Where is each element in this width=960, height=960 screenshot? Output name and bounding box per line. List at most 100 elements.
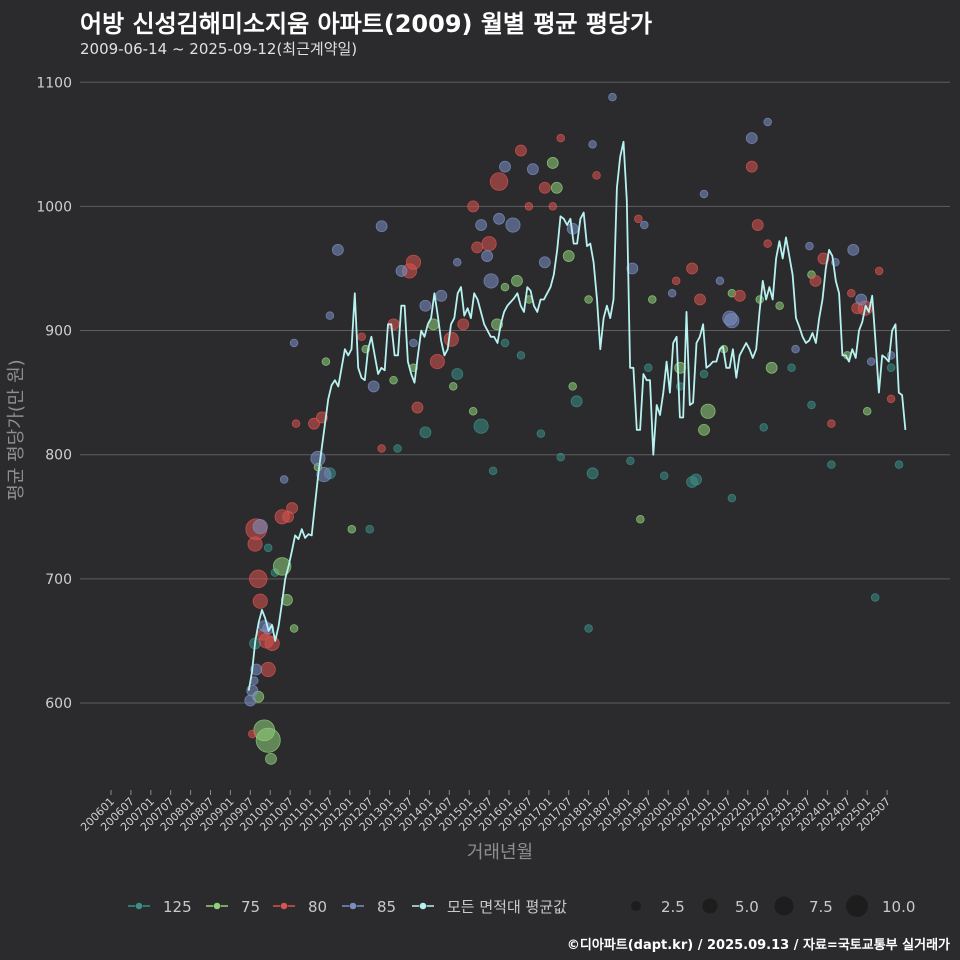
- data-point-80: [467, 200, 480, 213]
- data-point-80: [481, 236, 497, 252]
- data-point-80: [405, 254, 422, 270]
- data-point-80: [592, 171, 601, 180]
- data-point-80: [763, 239, 772, 248]
- data-point-80: [827, 419, 836, 428]
- data-point-80: [524, 202, 534, 211]
- data-point-80: [671, 276, 681, 286]
- legend-size-dot: [846, 895, 868, 917]
- data-point-85: [866, 357, 876, 366]
- legend-label: 85: [377, 898, 396, 916]
- source-footer: ©디아파트(dapt.kr) / 2025.09.13 / 자료=국토교통부 실…: [566, 938, 950, 953]
- data-point-85: [745, 132, 758, 145]
- data-point-80: [538, 181, 551, 194]
- chart-title: 어방 신성김해미소지움 아파트(2009) 월별 평균 평당가: [80, 10, 653, 38]
- chart-subtitle: 2009-06-14 ~ 2025-09-12(최근계약일): [80, 40, 358, 58]
- data-point-85: [805, 241, 814, 251]
- data-point-85: [608, 92, 617, 102]
- data-point-85: [325, 311, 335, 320]
- data-point-85: [847, 243, 860, 256]
- y-tick-label: 900: [45, 324, 72, 340]
- data-point-80: [471, 241, 484, 254]
- data-point-85: [588, 140, 597, 149]
- legend-key-dot: [135, 902, 143, 910]
- data-point-80: [264, 635, 280, 651]
- data-point-80: [248, 729, 257, 739]
- data-point-75: [568, 382, 577, 391]
- data-point-85: [409, 338, 418, 348]
- data-point-75: [775, 301, 784, 310]
- data-point-85: [855, 293, 868, 306]
- data-point-75: [546, 157, 559, 169]
- data-point-80: [809, 274, 822, 287]
- data-point-85: [246, 684, 259, 697]
- data-point-80: [886, 394, 896, 404]
- data-point-75: [636, 515, 645, 524]
- data-point-75: [500, 282, 510, 292]
- data-point-125: [451, 368, 464, 380]
- data-point-125: [556, 452, 565, 462]
- grid-lines: [80, 81, 950, 704]
- y-tick-label: 1100: [36, 75, 72, 91]
- x-axis-title: 거래년월: [467, 842, 533, 863]
- data-point-75: [584, 295, 593, 304]
- data-point-75: [389, 375, 398, 385]
- data-point-80: [751, 219, 764, 231]
- data-point-85: [526, 163, 539, 176]
- data-point-80: [847, 289, 856, 298]
- data-point-125: [586, 467, 599, 480]
- data-point-125: [365, 524, 374, 534]
- data-point-80: [745, 160, 758, 173]
- data-point-85: [289, 338, 299, 348]
- data-point-125: [516, 351, 526, 360]
- data-point-125: [536, 429, 546, 438]
- legend-size-label: 2.5: [661, 898, 685, 916]
- legend-size-dot: [702, 898, 718, 914]
- data-point-85: [626, 262, 639, 275]
- data-point-75: [289, 624, 299, 633]
- data-point-125: [419, 426, 432, 439]
- data-point-125: [263, 543, 273, 553]
- data-point-75: [321, 357, 331, 366]
- data-point-80: [377, 444, 386, 453]
- data-point-125: [570, 395, 583, 408]
- data-point-85: [505, 217, 521, 233]
- data-point-80: [515, 144, 527, 157]
- data-point-125: [870, 593, 880, 602]
- legend-key-dot: [280, 902, 288, 910]
- data-point-125: [807, 400, 816, 410]
- legend-label: 75: [241, 898, 260, 916]
- data-point-85: [475, 219, 488, 231]
- data-point-125: [690, 473, 702, 486]
- data-point-80: [556, 133, 565, 143]
- data-point-85: [715, 276, 725, 286]
- legend-key-dot: [349, 902, 357, 910]
- data-point-75: [550, 181, 563, 194]
- legend: 125 75 80 85 모든 면적대 평균값 2.5 5.0 7.5 10.0: [128, 895, 915, 917]
- data-point-125: [675, 382, 685, 391]
- data-point-80: [443, 331, 459, 347]
- data-point-85: [763, 117, 772, 127]
- legend-label: 80: [308, 898, 327, 916]
- legend-label: 모든 면적대 평균값: [447, 898, 567, 916]
- data-point-75: [255, 727, 281, 753]
- data-point-80: [286, 502, 298, 514]
- data-point-85: [483, 273, 499, 289]
- data-point-80: [357, 332, 366, 342]
- data-point-85: [310, 450, 326, 466]
- data-point-125: [584, 624, 593, 633]
- data-point-85: [724, 313, 740, 329]
- data-point-85: [699, 189, 709, 199]
- data-point-80: [260, 661, 276, 678]
- data-point-85: [331, 243, 344, 256]
- data-point-80: [308, 417, 320, 430]
- data-point-80: [733, 289, 746, 302]
- y-tick-label: 1000: [36, 199, 72, 215]
- legend-key-dot: [419, 902, 427, 910]
- data-point-75: [347, 524, 357, 534]
- data-point-85: [395, 265, 408, 277]
- data-point-85: [367, 380, 380, 393]
- data-point-125: [894, 460, 904, 469]
- data-point-85: [375, 220, 388, 233]
- legend-size-dot: [774, 896, 794, 916]
- data-point-80: [489, 172, 509, 191]
